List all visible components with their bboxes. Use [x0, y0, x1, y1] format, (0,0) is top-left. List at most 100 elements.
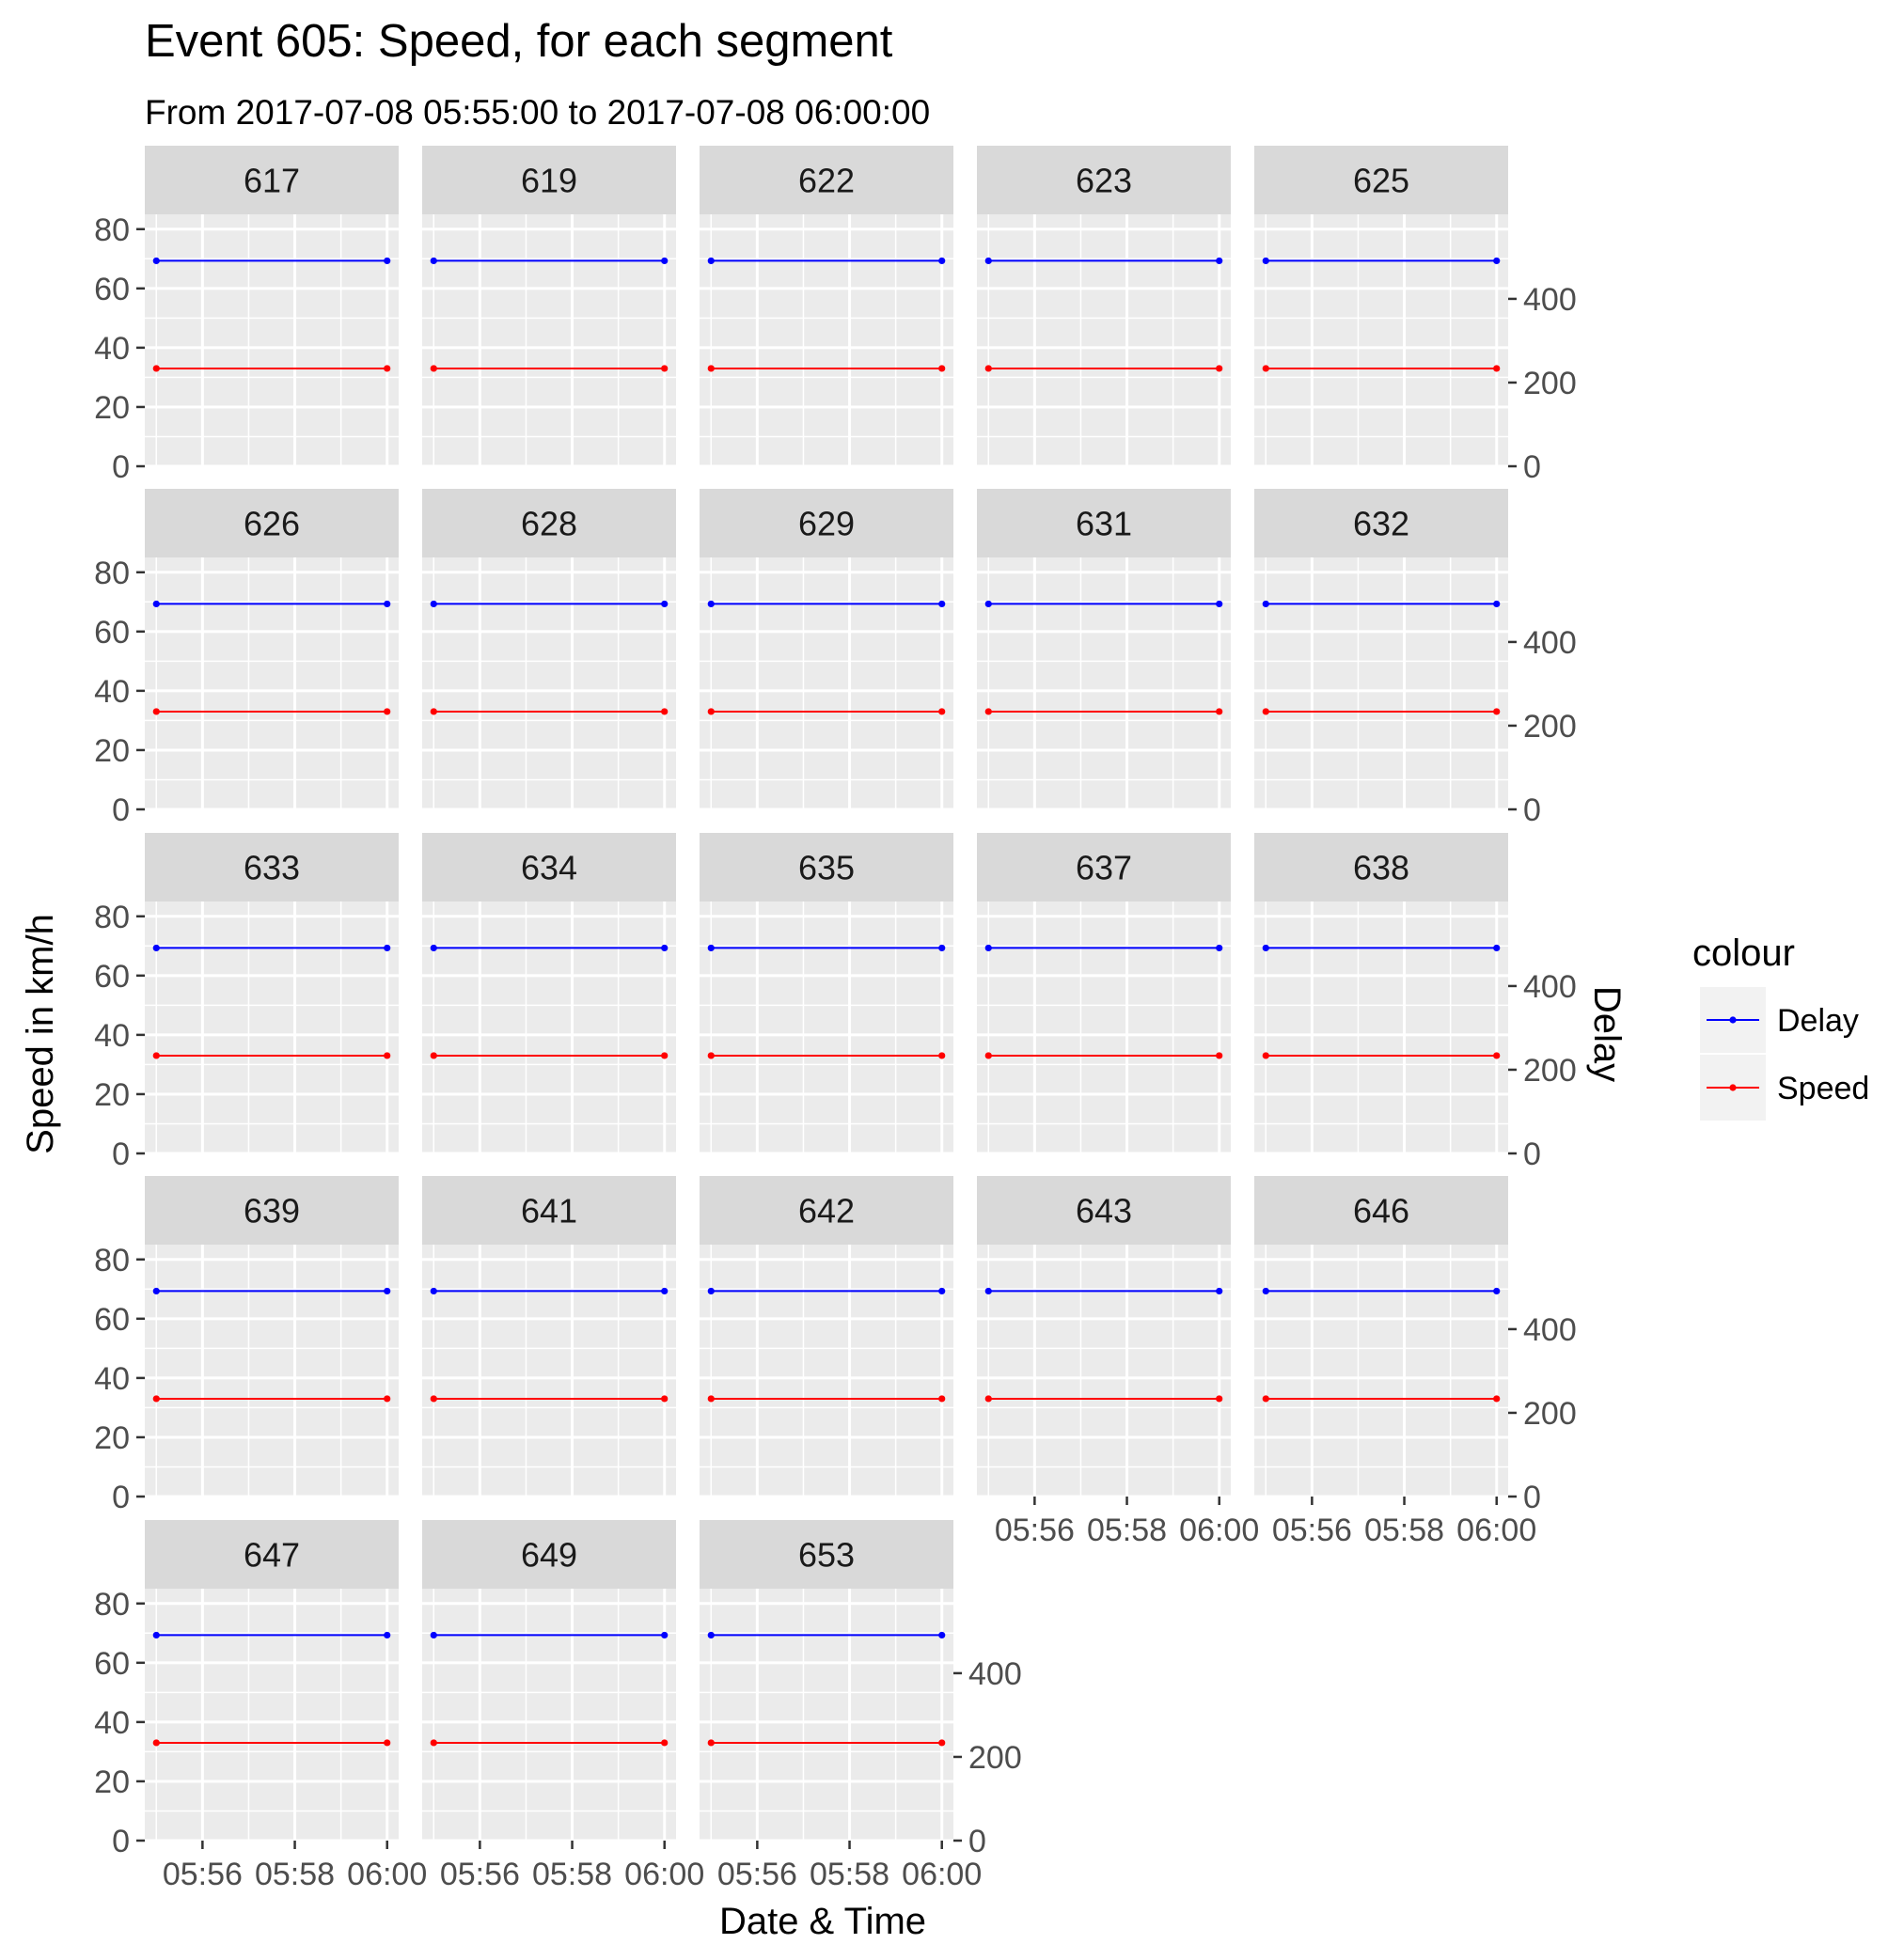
- facet-panel: 639 0 20 40 60 80: [94, 1176, 399, 1515]
- facet-panel: 634: [422, 833, 676, 1155]
- facet-panel: 646 0 200 400 05:56 05:58 06:00: [1254, 1176, 1577, 1548]
- data-point-speed: [1493, 708, 1501, 715]
- data-point-speed: [984, 365, 992, 372]
- data-point-delay: [152, 944, 160, 952]
- x-tick-label: 06:00: [624, 1857, 704, 1892]
- facet-label: 622: [798, 162, 855, 200]
- data-point-speed: [1493, 1395, 1501, 1403]
- y2-tick-label: 0: [1523, 1480, 1541, 1515]
- data-point-delay: [1493, 257, 1501, 265]
- facet-strip: [1254, 1176, 1508, 1245]
- data-point-speed: [152, 708, 160, 715]
- facet-panel: 623: [977, 146, 1231, 468]
- facet-panel: 625 0 200 400: [1254, 146, 1577, 485]
- data-point-delay: [1216, 600, 1223, 608]
- data-point-speed: [384, 1739, 391, 1747]
- facet-strip: [145, 1176, 399, 1245]
- facet-strip: [145, 489, 399, 557]
- x-tick-label: 05:58: [532, 1857, 612, 1892]
- data-point-delay: [938, 600, 946, 608]
- data-point-delay: [1216, 257, 1223, 265]
- panel-background: [700, 1589, 953, 1841]
- facet-label: 619: [521, 162, 577, 200]
- panel-background: [977, 901, 1231, 1153]
- facet-label: 638: [1353, 849, 1409, 887]
- x-tick-label: 06:00: [347, 1857, 427, 1892]
- y2-axis-title: Delay: [1586, 986, 1628, 1082]
- data-point-speed: [1262, 708, 1269, 715]
- legend-item-speed: Speed: [1700, 1055, 1869, 1121]
- facet-label: 647: [244, 1536, 300, 1575]
- y-tick-label: 0: [112, 449, 130, 485]
- data-point-delay: [430, 1287, 437, 1295]
- data-point-speed: [661, 1395, 669, 1403]
- data-point-speed: [384, 1395, 391, 1403]
- data-point-speed: [1216, 365, 1223, 372]
- x-tick-label: 05:56: [163, 1857, 243, 1892]
- panel-background: [145, 1245, 399, 1497]
- facet-strip: [1254, 833, 1508, 901]
- y2-tick-label: 400: [1523, 282, 1577, 318]
- x-tick-label: 06:00: [1456, 1513, 1536, 1548]
- panel-background: [700, 214, 953, 466]
- facet-label: 649: [521, 1536, 577, 1575]
- data-point-speed: [152, 1052, 160, 1059]
- panel-background: [1254, 901, 1508, 1153]
- facet-strip: [145, 1520, 399, 1589]
- y-tick-label: 60: [94, 1302, 130, 1338]
- facet-panel: 629: [700, 489, 953, 811]
- data-point-speed: [661, 1052, 669, 1059]
- facet-label: 631: [1076, 505, 1132, 543]
- y2-tick-label: 200: [1523, 709, 1577, 745]
- legend: colour Delay Speed: [1692, 933, 1869, 1121]
- data-point-delay: [1262, 257, 1269, 265]
- data-point-delay: [384, 1287, 391, 1295]
- facet-panel: 653 0 200 400 05:56 05:58 06:00: [700, 1520, 1022, 1892]
- y-tick-label: 40: [94, 674, 130, 710]
- facet-strip: [700, 1520, 953, 1589]
- panel-background: [700, 557, 953, 809]
- data-point-delay: [1262, 600, 1269, 608]
- facet-panel: 637: [977, 833, 1231, 1155]
- facet-label: 635: [798, 849, 855, 887]
- facet-strip: [700, 489, 953, 557]
- facet-strip: [422, 1520, 676, 1589]
- y2-tick-label: 400: [1523, 1312, 1577, 1348]
- data-point-speed: [707, 708, 715, 715]
- data-point-speed: [430, 708, 437, 715]
- panel-background: [145, 214, 399, 466]
- facet-panel: 649 05:56 05:58 06:00: [422, 1520, 704, 1892]
- data-point-delay: [661, 257, 669, 265]
- facet-label: 646: [1353, 1192, 1409, 1231]
- facet-panel: 633 0 20 40 60 80: [94, 833, 399, 1172]
- x-tick-label: 05:56: [995, 1513, 1075, 1548]
- data-point-delay: [430, 944, 437, 952]
- y2-tick-label: 0: [1523, 1137, 1541, 1172]
- panel-background: [977, 214, 1231, 466]
- x-tick-label: 06:00: [1179, 1513, 1259, 1548]
- panel-background: [145, 1589, 399, 1841]
- data-point-speed: [430, 1395, 437, 1403]
- facet-strip: [422, 1176, 676, 1245]
- facet-label: 637: [1076, 849, 1132, 887]
- facet-strip: [977, 1176, 1231, 1245]
- data-point-delay: [661, 600, 669, 608]
- y-tick-label: 20: [94, 733, 130, 769]
- y-tick-label: 40: [94, 1705, 130, 1741]
- data-point-delay: [1262, 1287, 1269, 1295]
- x-axis-title: Date & Time: [719, 1901, 926, 1942]
- data-point-speed: [1262, 1395, 1269, 1403]
- facet-strip: [422, 833, 676, 901]
- facet-panel: 626 0 20 40 60 80: [94, 489, 399, 828]
- facet-panel: 641: [422, 1176, 676, 1498]
- panel-background: [145, 901, 399, 1153]
- data-point-speed: [1216, 1052, 1223, 1059]
- facet-panel: 635: [700, 833, 953, 1155]
- facet-label: 629: [798, 505, 855, 543]
- data-point-delay: [707, 600, 715, 608]
- panel-background: [145, 557, 399, 809]
- panel-background: [1254, 1245, 1508, 1497]
- y2-tick-label: 200: [968, 1740, 1022, 1776]
- data-point-speed: [661, 1739, 669, 1747]
